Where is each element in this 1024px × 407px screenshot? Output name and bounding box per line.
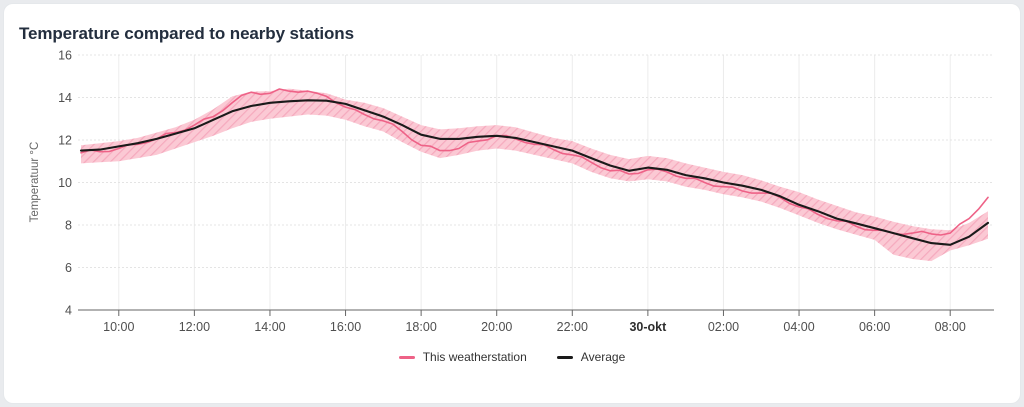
y-tick-label: 14: [58, 91, 72, 105]
x-tick-label: 30-okt: [629, 320, 667, 334]
chart-legend: This weatherstation Average: [0, 350, 1024, 364]
y-tick-label: 4: [65, 304, 72, 318]
y-tick-label: 16: [58, 49, 72, 63]
x-tick-label: 04:00: [783, 320, 814, 334]
legend-label-this-weatherstation: This weatherstation: [422, 350, 527, 364]
x-axis: 10:00 12:00 14:00 16:00 18:00 20:00 22:00 30-ok…: [78, 309, 994, 334]
chart-title: Temperature compared to nearby stations: [19, 24, 354, 43]
legend-item-this-weatherstation[interactable]: This weatherstation: [398, 350, 527, 364]
x-tick-label: 16:00: [330, 320, 361, 334]
x-tick-label: 14:00: [254, 320, 285, 334]
y-axis-title: Temperatuur °C: [29, 142, 41, 223]
x-tick-label: 12:00: [179, 320, 210, 334]
chart-card: [3, 3, 1021, 404]
series-this-weatherstation[interactable]: [80, 88, 989, 236]
band-nearby-stations-range[interactable]: [81, 88, 988, 262]
legend-item-average[interactable]: Average: [556, 350, 626, 364]
x-tick-label: 18:00: [405, 320, 436, 334]
y-tick-label: 8: [65, 219, 72, 233]
legend-label-average: Average: [580, 350, 626, 364]
x-tick-label: 08:00: [935, 320, 966, 334]
x-tick-label: 22:00: [557, 320, 588, 334]
legend-swatch-pink-line: [398, 355, 415, 359]
y-axis: 16 14 12 10 8 6 4 Temperatuur °C: [29, 49, 72, 318]
x-tick-label: 20:00: [481, 320, 512, 334]
y-tick-label: 10: [58, 176, 72, 190]
legend-swatch-black-line: [556, 355, 573, 359]
x-tick-label: 10:00: [103, 320, 134, 334]
y-tick-label: 6: [65, 261, 72, 275]
x-tick-label: 02:00: [708, 320, 739, 334]
x-tick-label: 06:00: [859, 320, 890, 334]
gridlines: [78, 54, 994, 310]
series-average[interactable]: [79, 99, 990, 246]
y-tick-label: 12: [58, 134, 72, 148]
